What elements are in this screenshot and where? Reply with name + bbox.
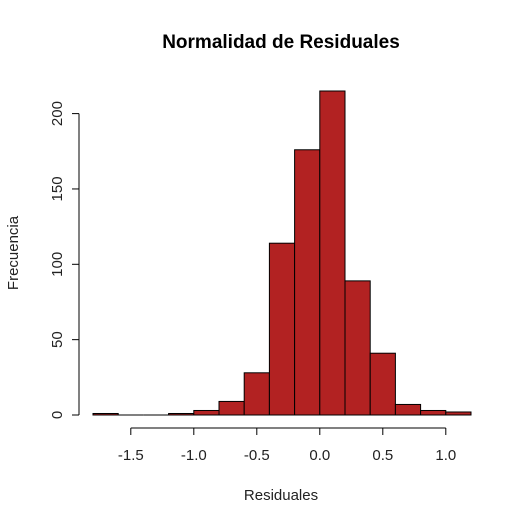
x-axis: -1.5 -1.0 -0.5 0.0 0.5 1.0	[118, 427, 456, 464]
x-tick-label-1: -1.0	[181, 447, 207, 464]
histogram-bar-10	[344, 280, 371, 416]
x-tick-label-5: 1.0	[435, 447, 456, 464]
histogram-bar-4	[193, 409, 220, 416]
y-tick-label-4: 200	[49, 101, 66, 126]
x-tick-label-2: -0.5	[244, 447, 270, 464]
x-tick-label-0: -1.5	[118, 447, 144, 464]
histogram-bar-7	[268, 242, 296, 416]
histogram-bar-6	[243, 372, 270, 416]
histogram-bar-13	[420, 409, 447, 416]
histogram-bar-14	[445, 411, 472, 416]
y-tick-label-2: 100	[49, 252, 66, 277]
y-tick-label-1: 50	[49, 331, 66, 348]
y-axis: 0 50 100 150 200	[49, 101, 80, 419]
y-axis-label: Frecuencia	[5, 215, 22, 290]
histogram-bar-12	[394, 403, 422, 416]
chart-title: Normalidad de Residuales	[162, 32, 400, 53]
x-tick-label-4: 0.5	[372, 447, 393, 464]
histogram-bar-9	[319, 90, 346, 416]
histogram-bar-3	[168, 412, 195, 416]
y-tick-label-0: 0	[49, 411, 66, 419]
histogram-bar-0	[92, 412, 119, 416]
x-tick-label-3: 0.0	[309, 447, 330, 464]
bars-group	[92, 90, 472, 416]
y-tick-label-3: 150	[49, 176, 66, 201]
x-axis-label: Residuales	[244, 487, 318, 504]
histogram-bar-5	[218, 400, 245, 416]
histogram-bar-11	[369, 352, 396, 416]
histogram-bar-8	[294, 149, 321, 416]
